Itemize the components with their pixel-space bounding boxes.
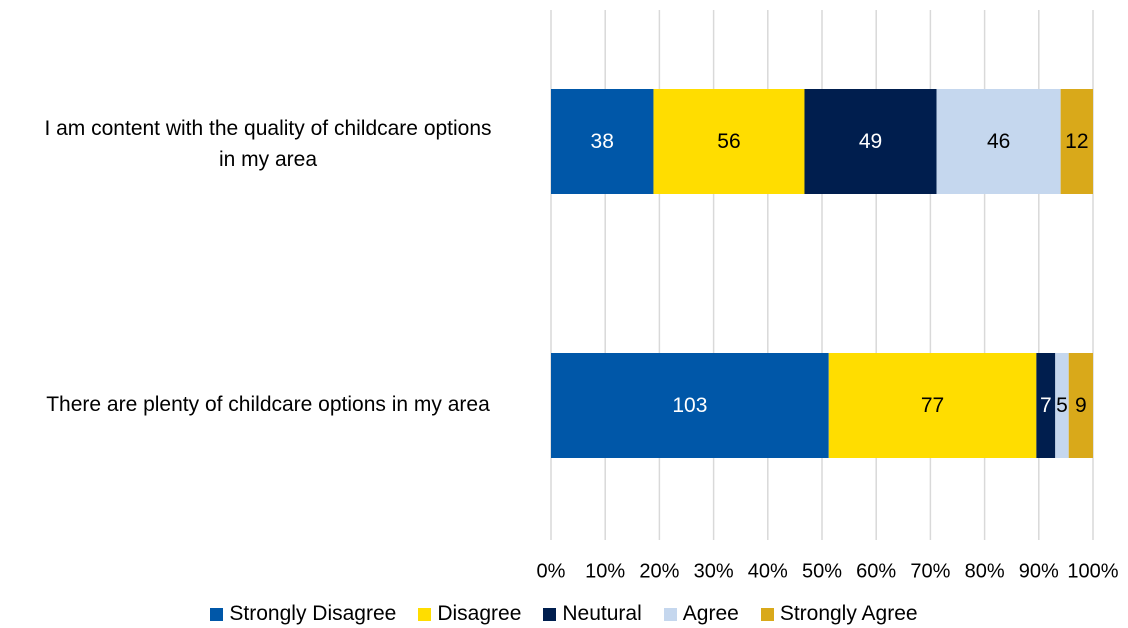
legend-swatch xyxy=(210,607,224,621)
x-axis-ticks: 0% 10% 20% 30% 40% 50% 60% 70% 80% 90% 100% xyxy=(537,560,1119,582)
bar-segment xyxy=(1060,89,1093,194)
data-label: 49 xyxy=(859,130,882,153)
legend-swatch xyxy=(760,607,774,621)
x-tick-label: 10% xyxy=(585,560,625,582)
bar-segment xyxy=(551,353,829,458)
category-label-0: I am content with the quality of childca… xyxy=(0,113,536,175)
x-tick-label: 50% xyxy=(802,560,842,582)
x-tick-label: 0% xyxy=(537,560,566,582)
bar-segment xyxy=(1055,353,1069,458)
bar-segment xyxy=(828,353,1037,458)
data-label: 5 xyxy=(1056,394,1068,417)
data-label: 9 xyxy=(1075,394,1087,417)
data-label: 77 xyxy=(921,394,944,417)
data-label: 7 xyxy=(1040,394,1052,417)
legend-label: Neutural xyxy=(562,602,642,625)
legend: Strongly Disagree Disagree Neutural Agree St… xyxy=(0,600,1128,628)
x-tick-label: 60% xyxy=(856,560,896,582)
bar-segment xyxy=(1068,353,1093,458)
category-label-0-line1: I am content with the quality of childca… xyxy=(44,117,492,140)
category-label-0-line2: in my area xyxy=(218,148,318,171)
data-label: 12 xyxy=(1065,130,1088,153)
category-label-1-line1: There are plenty of childcare options in… xyxy=(46,393,490,416)
bar-segment xyxy=(1036,353,1056,458)
legend-label: Disagree xyxy=(437,602,522,625)
legend-swatch xyxy=(418,607,432,621)
category-label-1: There are plenty of childcare options in… xyxy=(0,389,536,420)
data-label: 38 xyxy=(591,130,614,153)
legend-item: Disagree xyxy=(418,602,521,626)
legend-swatch xyxy=(543,607,557,621)
data-label: 56 xyxy=(717,130,740,153)
bar-segment xyxy=(551,89,654,194)
legend-label: Strongly Disagree xyxy=(229,602,397,625)
legend-item: Strongly Disagree xyxy=(210,602,396,626)
legend-label: Agree xyxy=(682,602,739,625)
x-tick-label: 80% xyxy=(965,560,1005,582)
legend-item: Neutural xyxy=(543,602,642,626)
x-tick-label: 70% xyxy=(910,560,950,582)
legend-item: Agree xyxy=(663,602,739,626)
data-label: 46 xyxy=(987,130,1010,153)
bar-segment xyxy=(936,89,1061,194)
x-tick-label: 30% xyxy=(694,560,734,582)
bar-segment xyxy=(653,89,805,194)
legend-item: Strongly Agree xyxy=(760,602,918,626)
legend-swatch xyxy=(663,607,677,621)
bar-segment xyxy=(804,89,937,194)
x-tick-label: 100% xyxy=(1067,560,1118,582)
x-tick-label: 90% xyxy=(1019,560,1059,582)
legend-label: Strongly Agree xyxy=(779,602,918,625)
x-tick-label: 40% xyxy=(748,560,788,582)
x-tick-label: 20% xyxy=(639,560,679,582)
data-label: 103 xyxy=(672,394,707,417)
